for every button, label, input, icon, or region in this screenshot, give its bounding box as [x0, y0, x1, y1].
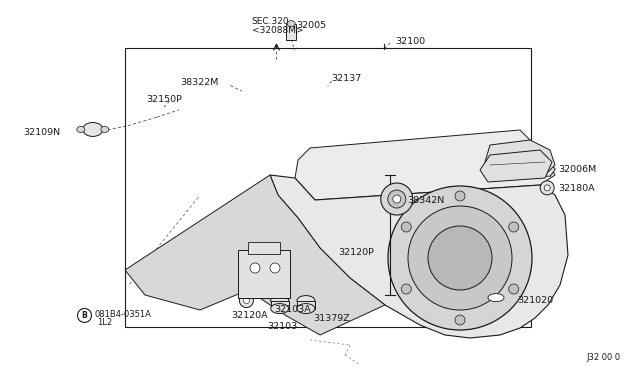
Polygon shape — [270, 175, 568, 338]
Ellipse shape — [287, 20, 295, 27]
Polygon shape — [535, 162, 556, 176]
Circle shape — [455, 191, 465, 201]
Ellipse shape — [482, 289, 510, 306]
Text: 32100: 32100 — [396, 37, 426, 46]
Polygon shape — [485, 140, 555, 180]
Ellipse shape — [83, 122, 103, 137]
Text: 32109N: 32109N — [23, 128, 60, 137]
Circle shape — [509, 222, 518, 232]
Text: 32005: 32005 — [296, 21, 326, 30]
Circle shape — [509, 284, 518, 294]
Circle shape — [455, 315, 465, 325]
Circle shape — [544, 185, 550, 191]
Polygon shape — [125, 175, 385, 335]
Bar — [248, 242, 280, 254]
Text: 32103A: 32103A — [274, 305, 310, 314]
Text: 081B4-0351A: 081B4-0351A — [95, 310, 152, 319]
Ellipse shape — [488, 294, 504, 302]
Circle shape — [388, 190, 406, 208]
Bar — [286, 23, 296, 40]
Text: 32120P: 32120P — [338, 248, 374, 257]
Text: 321020: 321020 — [517, 296, 553, 305]
Text: 32103: 32103 — [268, 322, 298, 331]
Circle shape — [250, 263, 260, 273]
Bar — [297, 301, 315, 309]
Circle shape — [393, 195, 401, 203]
Text: B: B — [82, 311, 87, 320]
Bar — [271, 301, 289, 309]
Circle shape — [270, 263, 280, 273]
Text: 32137: 32137 — [332, 74, 362, 83]
Ellipse shape — [271, 304, 289, 314]
Circle shape — [77, 308, 92, 323]
Circle shape — [243, 298, 250, 304]
Text: J32 00 0: J32 00 0 — [587, 353, 621, 362]
Ellipse shape — [77, 126, 84, 132]
Text: 32006M: 32006M — [558, 165, 596, 174]
Circle shape — [428, 226, 492, 290]
Circle shape — [401, 284, 412, 294]
Circle shape — [408, 206, 512, 310]
Circle shape — [401, 222, 412, 232]
Circle shape — [381, 183, 413, 215]
Polygon shape — [295, 130, 555, 200]
Text: 1L2: 1L2 — [97, 318, 113, 327]
Bar — [238, 250, 290, 298]
Text: 32150P: 32150P — [146, 95, 182, 104]
Circle shape — [540, 181, 554, 195]
Text: <32088M>: <32088M> — [252, 26, 303, 35]
Circle shape — [239, 294, 253, 308]
Text: 32120A: 32120A — [232, 311, 268, 320]
Text: 38342N: 38342N — [408, 196, 445, 205]
Polygon shape — [480, 150, 552, 182]
Ellipse shape — [101, 126, 109, 132]
Ellipse shape — [297, 304, 315, 314]
Ellipse shape — [271, 296, 289, 305]
Text: SEC.320: SEC.320 — [252, 17, 289, 26]
Circle shape — [388, 186, 532, 330]
Text: 32180A: 32180A — [558, 185, 595, 193]
Ellipse shape — [297, 296, 315, 305]
Text: 31379Z: 31379Z — [314, 314, 350, 323]
Bar — [125, 48, 531, 327]
Text: 38322M: 38322M — [180, 78, 219, 87]
